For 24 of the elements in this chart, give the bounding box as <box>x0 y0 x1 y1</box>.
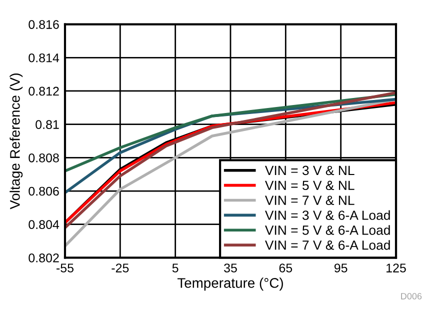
x-tick-label: 5 <box>172 264 178 272</box>
y-tick-label: 0.808 <box>28 153 59 162</box>
y-tick-label: 0.814 <box>28 53 60 62</box>
x-tick-label: 65 <box>279 264 292 272</box>
x-tick-label: -55 <box>56 264 74 272</box>
y-axis-title: Voltage Reference (V) <box>10 74 23 210</box>
legend-label: VIN = 7 V & 6-A Load <box>264 240 390 250</box>
x-tick-label: -25 <box>112 264 129 272</box>
legend-label: VIN = 5 V & NL <box>264 180 354 190</box>
x-tick-label: 95 <box>334 264 348 272</box>
legend-label: VIN = 3 V & 6-A Load <box>264 210 390 220</box>
legend-label: VIN = 7 V & NL <box>264 196 354 205</box>
y-tick-label: 0.804 <box>28 220 60 230</box>
legend-label: VIN = 3 V & NL <box>264 166 354 176</box>
x-tick-label: 35 <box>224 264 237 272</box>
y-tick-label: 0.81 <box>36 120 59 129</box>
y-tick-label: 0.802 <box>28 254 59 262</box>
x-tick-label: 125 <box>386 264 406 272</box>
y-tick-label: 0.812 <box>28 86 59 96</box>
x-axis-title: Temperature (°C) <box>177 278 283 291</box>
text: D006 <box>401 293 422 300</box>
y-tick-label: 0.806 <box>28 186 59 196</box>
y-tick-label: 0.816 <box>28 20 59 29</box>
legend-label: VIN = 5 V & 6-A Load <box>264 225 390 235</box>
